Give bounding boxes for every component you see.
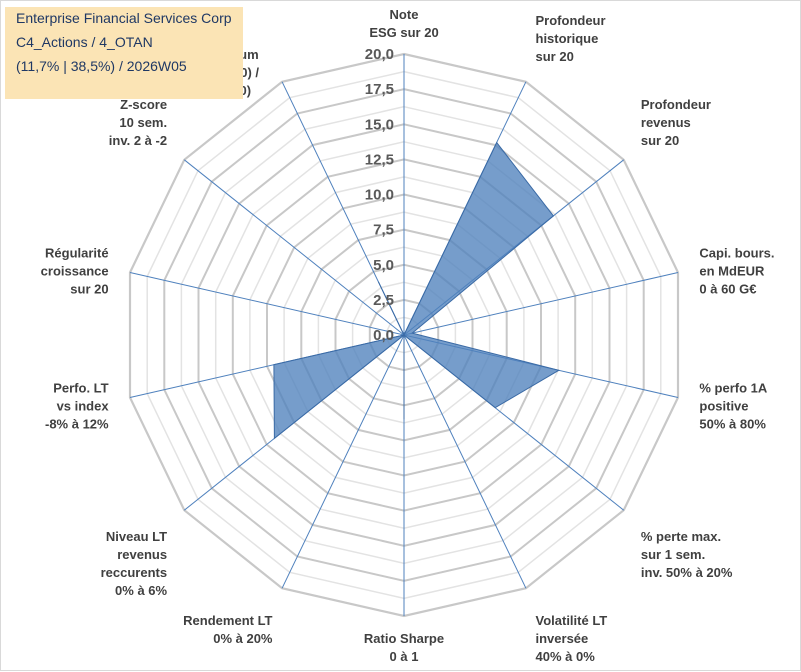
axis-label: Perfo. LT	[53, 380, 108, 395]
axis-label: historique	[536, 31, 599, 46]
axis-label: Volatilité LT	[536, 613, 608, 628]
axis-label: 0 à 1	[390, 649, 419, 664]
tick-label: 0,0	[373, 327, 394, 344]
company-name: Enterprise Financial Services Corp	[16, 10, 232, 26]
tick-label: 15,0	[365, 116, 394, 133]
axis-label: 40% à 0%	[536, 649, 596, 664]
axis-label: reccurents	[101, 565, 167, 580]
tick-label: 7,5	[373, 222, 394, 239]
axis-label: Z-score	[120, 97, 167, 112]
axis-label: ESG sur 20	[369, 25, 438, 40]
axis-label: % perte max.	[641, 529, 721, 544]
axis-label: % perfo 1A	[699, 380, 768, 395]
axis-label: sur 20	[70, 282, 108, 297]
axis-label: Niveau LT	[106, 529, 167, 544]
axis-label: 50% à 80%	[699, 416, 766, 431]
info-box: Enterprise Financial Services Corp C4_Ac…	[5, 7, 243, 99]
axis-label: Profondeur	[641, 97, 711, 112]
tick-label: 20,0	[365, 46, 394, 63]
axis-label: 0% à 6%	[115, 583, 167, 598]
axis-label: sur 20	[641, 133, 679, 148]
tick-label: 5,0	[373, 257, 394, 274]
axis-label: Capi. bours.	[699, 246, 774, 261]
tick-label: 12,5	[365, 151, 394, 168]
axis-label: sur 1 sem.	[641, 547, 705, 562]
axis-label: Profondeur	[536, 13, 606, 28]
stats-label: (11,7% | 38,5%) / 2026W05	[16, 58, 187, 74]
axis-label: positive	[699, 398, 748, 413]
axis-label: 0% à 20%	[213, 631, 273, 646]
axis-label: inv. 2 à -2	[109, 133, 167, 148]
axis-label: Régularité	[45, 246, 109, 261]
axis-label: sur 20	[536, 49, 574, 64]
axis-label: revenus	[641, 115, 691, 130]
category-label: C4_Actions / 4_OTAN	[16, 34, 153, 50]
axis-label: revenus	[117, 547, 167, 562]
axis-label: 10 sem.	[119, 115, 167, 130]
tick-label: 2,5	[373, 292, 394, 309]
axis-label: en MdEUR	[699, 264, 765, 279]
axis-label: vs index	[57, 398, 110, 413]
tick-labels: 0,0 2,5 5,0 7,5 10,0 12,5 15,0 17,5 20,0	[365, 46, 394, 344]
axis-label: inv. 50% à 20%	[641, 565, 733, 580]
axis-label: -8% à 12%	[45, 416, 109, 431]
tick-label: 10,0	[365, 187, 394, 204]
axis-label: Rendement LT	[183, 613, 272, 628]
axis-label: Ratio Sharpe	[364, 631, 444, 646]
axis-label: 0 à 60 G€	[699, 282, 756, 297]
axis-label: inversée	[536, 631, 589, 646]
axis-label: croissance	[41, 264, 109, 279]
tick-label: 17,5	[365, 81, 394, 98]
axis-label: Note	[390, 7, 419, 22]
